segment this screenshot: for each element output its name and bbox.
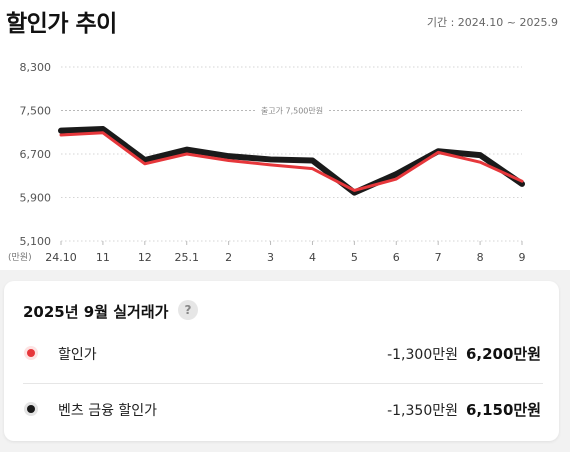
row-diff: -1,350만원	[387, 403, 458, 419]
row-price: 6,150만원	[465, 401, 541, 419]
x-tick-label: 4	[309, 251, 316, 264]
x-tick-label: 9	[519, 251, 526, 264]
data-point-discount	[269, 164, 272, 166]
y-tick-label: 8,300	[20, 61, 52, 74]
x-tick-label: 3	[267, 251, 274, 264]
reference-label-bg	[255, 103, 329, 117]
data-point-discount	[521, 180, 523, 182]
divider	[23, 383, 543, 384]
data-point-benz	[353, 192, 355, 194]
x-tick-label: 2	[225, 251, 232, 264]
data-point-benz	[144, 159, 146, 161]
y-tick-label: 5,900	[20, 192, 52, 205]
series-line-benz	[58, 125, 525, 196]
y-unit-label: (만원)	[8, 252, 32, 263]
chart-panel: 할인가 추이 기간 : 2024.10 ~ 2025.9 8,300 7,500 6…	[0, 0, 570, 270]
row-diff: -1,300만원	[387, 347, 458, 363]
series-line-discount	[59, 131, 524, 192]
data-point-benz	[395, 173, 397, 175]
data-point-discount	[353, 189, 355, 192]
page-title: 할인가 추이	[6, 11, 117, 37]
y-tick-label: 5,100	[20, 235, 52, 248]
x-tick-label: 7	[435, 251, 442, 264]
x-tick-label: 8	[477, 251, 484, 264]
price-trend-chart: 8,300 7,500 6,700 5,900 5,100 출고가 7,500만원 (만원)…	[8, 61, 526, 264]
row-price: 6,200만원	[465, 345, 541, 363]
y-tick-label: 6,700	[20, 148, 52, 161]
data-point-discount	[102, 132, 104, 134]
row-label: 할인가	[58, 347, 97, 363]
data-point-discount	[437, 151, 439, 153]
data-point-benz	[228, 155, 230, 157]
x-tick-label: 5	[351, 251, 358, 264]
data-point-discount	[395, 178, 397, 180]
price-row-discount: 할인가 -1,300만원 6,200만원	[23, 342, 543, 366]
data-point-benz	[186, 149, 188, 151]
x-tick-label: 25.1	[174, 251, 199, 264]
x-tick-label: 11	[96, 251, 110, 264]
black-dot-icon	[27, 405, 35, 413]
data-point-benz	[311, 159, 314, 162]
reference-label: 출고가 7,500만원	[261, 106, 323, 116]
data-point-discount	[479, 161, 481, 163]
row-label: 벤츠 금융 할인가	[58, 403, 158, 419]
price-row-benz-finance: 벤츠 금융 할인가 -1,350만원 6,150만원	[23, 398, 543, 422]
card-title: 2025년 9월 실거래가	[23, 303, 169, 321]
data-point-benz	[102, 128, 104, 130]
period-label: 기간 : 2024.10 ~ 2025.9	[426, 16, 558, 29]
data-point-discount	[228, 159, 230, 162]
data-point-discount	[311, 168, 314, 170]
actual-price-card: 2025년 9월 실거래가 ? 할인가 -1,300만원 6,200만원 벤츠 …	[4, 281, 559, 441]
y-tick-label: 7,500	[20, 105, 52, 118]
data-point-benz	[269, 158, 272, 161]
data-point-benz	[479, 154, 481, 156]
red-dot-icon	[27, 349, 35, 357]
x-tick-label: 12	[138, 251, 152, 264]
data-point-discount	[60, 134, 62, 136]
x-tick-label: 6	[393, 251, 400, 264]
data-point-discount	[186, 153, 188, 155]
x-tick-label: 24.10	[45, 251, 77, 264]
data-point-discount	[144, 163, 146, 165]
help-icon[interactable]: ?	[178, 300, 198, 320]
data-point-benz	[521, 183, 523, 185]
data-point-benz	[60, 130, 62, 132]
